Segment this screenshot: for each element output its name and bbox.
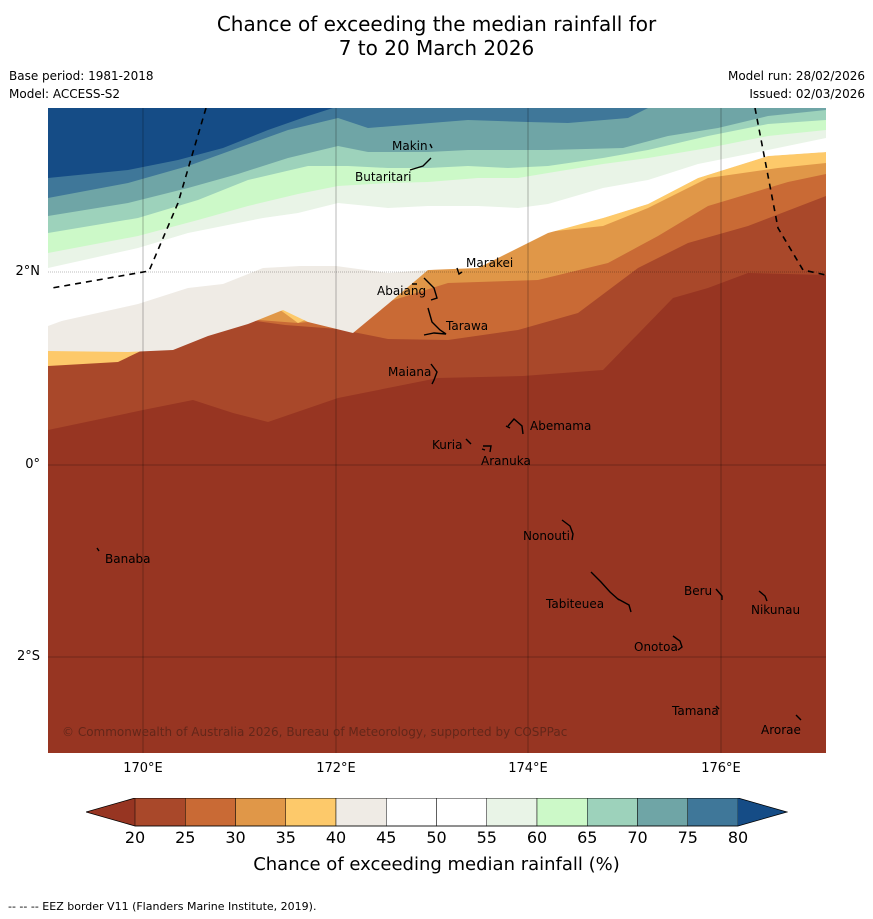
island-tarawa xyxy=(423,307,447,336)
colorbar-tick-label: 75 xyxy=(677,828,698,847)
colorbar-tick-label: 55 xyxy=(476,828,497,847)
label-arorae: Arorae xyxy=(761,723,801,737)
colorbar-tick-label: 45 xyxy=(376,828,397,847)
colorbar-cell xyxy=(235,798,286,827)
island-banaba xyxy=(96,547,100,552)
lat-label-2s: 2°S xyxy=(16,649,40,664)
label-tabiteuea: Tabiteuea xyxy=(545,597,604,611)
map-canvas: Makin Butaritari Marakei Abaiang Tarawa … xyxy=(48,108,826,753)
colorbar-tick-label: 20 xyxy=(124,828,146,847)
lon-label-172e: 172°E xyxy=(316,761,356,776)
label-tamana: Tamana xyxy=(671,704,719,718)
eez-border-west xyxy=(51,108,207,289)
island-aranuka xyxy=(481,445,492,453)
eez-legend: -- -- -- EEZ border V11 (Flanders Marine… xyxy=(8,900,317,913)
label-nikunau: Nikunau xyxy=(751,603,800,617)
island-tamana xyxy=(715,705,720,710)
title-line-1: Chance of exceeding the median rainfall … xyxy=(216,12,657,36)
eez-border-east xyxy=(754,108,826,276)
colorbar-tick-label: 80 xyxy=(727,828,749,847)
colorbar-tick-label: 25 xyxy=(175,828,196,847)
label-beru: Beru xyxy=(684,584,712,598)
colorbar-cell xyxy=(285,798,337,827)
colorbar-cell xyxy=(687,798,739,827)
band-over-80 xyxy=(48,108,333,178)
model-name: Model: ACCESS-S2 xyxy=(9,87,121,101)
colorbar-cells xyxy=(134,798,739,827)
colorbar-tick-label: 70 xyxy=(627,828,648,847)
island-beru xyxy=(715,588,723,600)
islands xyxy=(96,143,802,721)
island-makin xyxy=(429,143,433,149)
island-butaritari xyxy=(409,157,432,171)
label-abemama: Abemama xyxy=(530,419,591,433)
graticule xyxy=(48,108,826,753)
island-onotoa xyxy=(672,635,683,651)
label-kuria: Kuria xyxy=(432,438,463,452)
label-makin: Makin xyxy=(392,139,428,153)
colorbar-cell xyxy=(386,798,437,827)
island-arorae xyxy=(795,714,802,721)
colorbar-tick-label: 30 xyxy=(225,828,246,847)
label-nonouti: Nonouti xyxy=(523,529,570,543)
colorbar-cell xyxy=(536,798,588,827)
colorbar-cell xyxy=(486,798,538,827)
colorbar-cell xyxy=(335,798,387,827)
place-labels: Makin Butaritari Marakei Abaiang Tarawa … xyxy=(105,139,801,737)
colorbar-cell xyxy=(587,798,638,827)
island-tabiteuea xyxy=(590,571,632,613)
base-period: Base period: 1981-2018 xyxy=(9,69,154,83)
colorbar-cell xyxy=(637,798,688,827)
label-marakei: Marakei xyxy=(466,256,513,270)
lon-label-176e: 176°E xyxy=(701,761,741,776)
colorbar-over-arrow xyxy=(738,798,787,826)
lon-label-174e: 174°E xyxy=(508,761,548,776)
colorbar-tick-label: 40 xyxy=(325,828,347,847)
label-onotoa: Onotoa xyxy=(634,640,678,654)
colorbar-tick-label: 50 xyxy=(426,828,447,847)
colorbar-tick-label: 35 xyxy=(275,828,296,847)
island-maiana xyxy=(430,363,438,385)
colorbar-tick-label: 60 xyxy=(526,828,548,847)
title-line-2: 7 to 20 March 2026 xyxy=(338,36,535,60)
island-nonouti xyxy=(561,519,574,541)
colorbar-tick-label: 65 xyxy=(577,828,598,847)
island-kuria xyxy=(465,438,472,445)
lon-label-170e: 170°E xyxy=(123,761,163,776)
model-run: Model run: 28/02/2026 xyxy=(727,69,865,83)
eez-border xyxy=(51,108,826,289)
map-title: Chance of exceeding the median rainfall … xyxy=(0,12,873,60)
colorbar-cell xyxy=(134,798,186,827)
island-abaiang xyxy=(412,277,438,301)
island-nikunau xyxy=(758,590,768,602)
colorbar-under-arrow xyxy=(86,798,135,826)
colorbar-outline xyxy=(86,798,788,827)
lat-label-equator: 0° xyxy=(25,457,40,472)
lat-label-2n: 2°N xyxy=(15,264,41,279)
label-aranuka: Aranuka xyxy=(481,454,531,468)
label-butaritari: Butaritari xyxy=(355,170,412,184)
rainfall-map[interactable]: Makin Butaritari Marakei Abaiang Tarawa … xyxy=(48,108,826,753)
issued-date: Issued: 02/03/2026 xyxy=(749,87,865,101)
colorbar-cell xyxy=(436,798,487,827)
copyright-notice: © Commonwealth of Australia 2026, Bureau… xyxy=(62,725,567,739)
colorbar-label: Chance of exceeding median rainfall (%) xyxy=(253,854,620,875)
label-banaba: Banaba xyxy=(105,552,151,566)
island-marakei xyxy=(456,267,463,276)
colorbar xyxy=(86,798,788,827)
island-abemama xyxy=(505,418,524,435)
label-maiana: Maiana xyxy=(388,365,431,379)
label-tarawa: Tarawa xyxy=(445,319,488,333)
colorbar-cell xyxy=(185,798,236,827)
label-abaiang: Abaiang xyxy=(377,284,426,298)
